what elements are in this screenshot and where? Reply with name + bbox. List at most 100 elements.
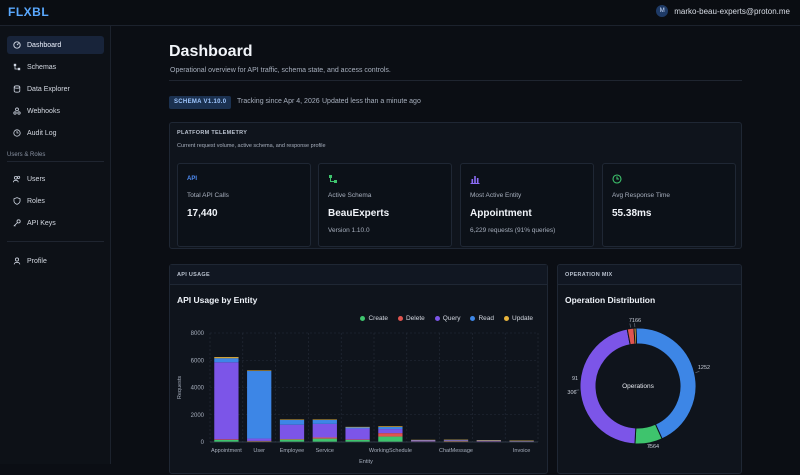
shield-icon (13, 197, 21, 205)
bar-segment-read[interactable] (214, 358, 238, 362)
bar-segment-update[interactable] (378, 426, 402, 427)
clock-icon (612, 174, 622, 184)
card-header: PLATFORM TELEMETRY (170, 123, 741, 143)
bar-segment-create[interactable] (411, 441, 435, 442)
chart-legend: Create Delete Query Read Update (360, 315, 533, 322)
x-tick-label: Employee (280, 448, 304, 454)
sidebar-item-audit-log[interactable]: Audit Log (7, 124, 104, 142)
bar-segment-read[interactable] (313, 420, 337, 424)
bar-segment-query[interactable] (345, 429, 369, 440)
bar-segment-query[interactable] (411, 441, 435, 442)
schema-icon (13, 63, 21, 71)
slice-label: 7564 (647, 444, 659, 450)
sidebar-item-data-explorer[interactable]: Data Explorer (7, 80, 104, 98)
sidebar-item-label: Roles (27, 198, 45, 205)
bar-segment-query[interactable] (444, 440, 468, 441)
bar-segment-query[interactable] (214, 362, 238, 439)
legend-item-delete[interactable]: Delete (398, 315, 425, 322)
bar-segment-delete[interactable] (247, 441, 271, 442)
bar-segment-delete[interactable] (345, 439, 369, 440)
bar-segment-create[interactable] (378, 437, 402, 442)
bar-segment-update[interactable] (313, 420, 337, 421)
sidebar-item-users[interactable]: Users (7, 170, 104, 188)
bar-segment-delete[interactable] (313, 438, 337, 439)
main-content: Dashboard Operational overview for API t… (111, 26, 800, 464)
bar-segment-create[interactable] (313, 439, 337, 442)
legend-swatch (398, 316, 403, 321)
bar-segment-query[interactable] (509, 441, 533, 442)
legend-item-query[interactable]: Query (435, 315, 461, 322)
bar-segment-create[interactable] (477, 441, 501, 442)
bar-segment-create[interactable] (345, 440, 369, 442)
legend-item-update[interactable]: Update (504, 315, 533, 322)
sidebar-item-webhooks[interactable]: Webhooks (7, 102, 104, 120)
stat-value: BeauExperts (328, 208, 389, 219)
bar-segment-delete[interactable] (280, 439, 304, 440)
operation-mix-card: OPERATION MIX Operation Distribution 716… (557, 264, 742, 474)
sidebar-item-profile[interactable]: Profile (7, 252, 104, 270)
bar-segment-delete[interactable] (477, 441, 501, 442)
bar-segment-read[interactable] (411, 440, 435, 441)
bar-segment-delete[interactable] (378, 433, 402, 436)
bar-segment-read[interactable] (444, 440, 468, 441)
sidebar-item-label: Profile (27, 258, 47, 265)
tracking-since: Tracking since Apr 4, 2026 (237, 98, 320, 105)
y-axis-label: Requests (177, 376, 183, 399)
bar-segment-delete[interactable] (411, 441, 435, 442)
stat-subtext: 6,229 requests (91% queries) (470, 227, 555, 234)
user-menu[interactable]: M marko-beau-experts@proton.me (656, 5, 790, 17)
bar-segment-update[interactable] (214, 357, 238, 358)
card-subheading: Current request volume, active schema, a… (177, 143, 326, 149)
key-icon (13, 219, 21, 227)
stat-most-active-entity: Most Active Entity Appointment 6,229 req… (460, 163, 594, 247)
legend-item-create[interactable]: Create (360, 315, 388, 322)
app-logo[interactable]: FLXBL (8, 5, 49, 19)
last-updated: Updated less than a minute ago (322, 98, 421, 105)
y-tick-label: 8000 (191, 331, 205, 337)
bar-segment-delete[interactable] (214, 439, 238, 440)
card-heading: PLATFORM TELEMETRY (177, 130, 247, 136)
bar-segment-read[interactable] (378, 427, 402, 429)
sidebar-item-roles[interactable]: Roles (7, 192, 104, 210)
bar-segment-update[interactable] (280, 420, 304, 421)
user-email[interactable]: marko-beau-experts@proton.me (674, 7, 790, 16)
bar-segment-read[interactable] (345, 427, 369, 428)
platform-telemetry-card: PLATFORM TELEMETRY Current request volum… (169, 122, 742, 249)
bar-segment-update[interactable] (444, 440, 468, 441)
legend-item-read[interactable]: Read (470, 315, 494, 322)
bar-segment-read[interactable] (477, 440, 501, 441)
sidebar-item-api-keys[interactable]: API Keys (7, 214, 104, 232)
bar-segment-read[interactable] (280, 420, 304, 425)
bar-segment-create[interactable] (444, 441, 468, 442)
clock-icon (13, 129, 21, 137)
stat-active-schema: Active Schema BeauExperts Version 1.10.0 (318, 163, 452, 247)
bar-segment-update[interactable] (247, 370, 271, 371)
bar-segment-query[interactable] (313, 424, 337, 438)
bar-segment-create[interactable] (280, 440, 304, 442)
sidebar-item-dashboard[interactable]: Dashboard (7, 36, 104, 54)
legend-swatch (470, 316, 475, 321)
bar-segment-delete[interactable] (509, 441, 533, 442)
stat-value: 17,440 (187, 208, 218, 219)
bar-segment-update[interactable] (345, 427, 369, 428)
avatar[interactable]: M (656, 5, 668, 17)
bar-segment-create[interactable] (214, 440, 238, 442)
sidebar-item-schemas[interactable]: Schemas (7, 58, 104, 76)
sidebar-item-label: Data Explorer (27, 86, 70, 93)
x-tick-label: Service (316, 448, 334, 454)
bar-segment-delete[interactable] (444, 441, 468, 442)
bar-segment-update[interactable] (411, 440, 435, 441)
y-tick-label: 2000 (191, 413, 205, 419)
bar-segment-query[interactable] (280, 425, 304, 439)
bar-segment-create[interactable] (247, 441, 271, 442)
bar-segment-read[interactable] (247, 371, 271, 438)
bar-segment-update[interactable] (477, 440, 501, 441)
stat-label: Total API Calls (187, 192, 229, 199)
bar-segment-query[interactable] (477, 441, 501, 442)
bar-segment-query[interactable] (378, 429, 402, 433)
bar-segment-create[interactable] (509, 442, 533, 443)
bar-segment-query[interactable] (247, 438, 271, 440)
bar-segment-update[interactable] (509, 441, 533, 442)
bar-segment-read[interactable] (509, 441, 533, 442)
